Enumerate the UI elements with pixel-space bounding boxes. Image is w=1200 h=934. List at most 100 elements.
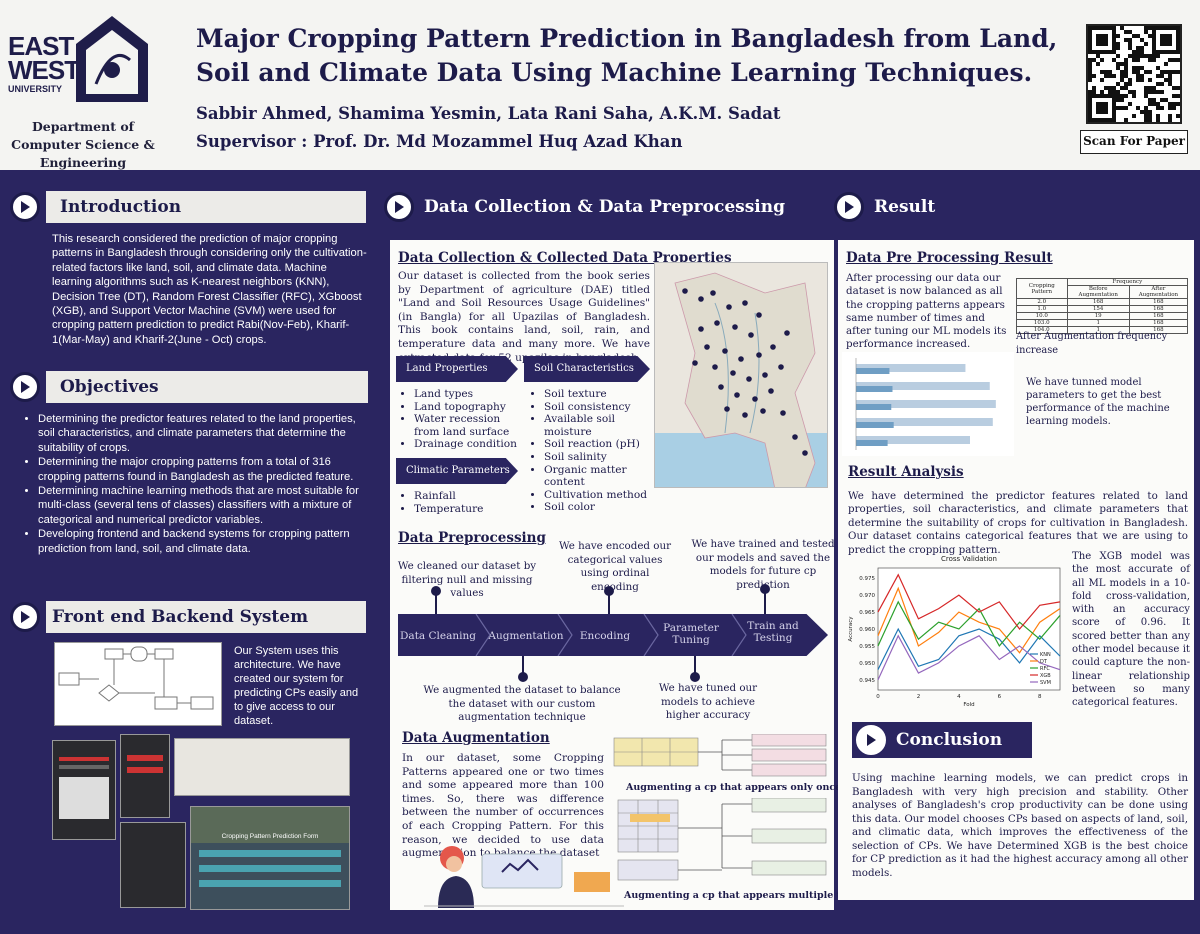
qr-module xyxy=(1124,86,1128,90)
connector-line xyxy=(435,590,437,616)
climatic-parameters-label: Climatic Parameters xyxy=(396,458,518,484)
qr-module xyxy=(1128,78,1132,82)
map-location-dot xyxy=(752,396,758,402)
preprocessing-note-tuning: We have tuned our models to achieve high… xyxy=(658,682,758,721)
qr-module xyxy=(1128,46,1132,50)
map-location-dot xyxy=(802,450,808,456)
form-field xyxy=(59,765,109,769)
list-item: Available soil moisture xyxy=(544,413,650,438)
qr-module xyxy=(1176,114,1180,118)
connector-dot xyxy=(518,672,528,682)
qr-module xyxy=(1104,86,1108,90)
qr-module xyxy=(1116,98,1120,102)
qr-module xyxy=(1160,90,1164,94)
land-properties-label: Land Properties xyxy=(396,356,518,382)
map-location-dot xyxy=(698,326,704,332)
bar-before xyxy=(856,440,888,446)
table-row: 104.0 1 168 xyxy=(1016,326,1189,334)
qr-module xyxy=(1132,70,1136,74)
qr-module xyxy=(1108,90,1112,94)
qr-module xyxy=(1148,118,1152,122)
data-collection-subheading: Data Collection & Collected Data Propert… xyxy=(398,250,732,266)
qr-module xyxy=(1168,106,1172,110)
qr-module xyxy=(1104,70,1108,74)
tuning-bar-chart xyxy=(842,352,1014,456)
qr-module xyxy=(1132,34,1136,38)
qr-module xyxy=(1148,90,1152,94)
qr-module xyxy=(1100,78,1104,82)
qr-module xyxy=(1156,90,1160,94)
table-cell: 10.0 xyxy=(1016,312,1068,320)
qr-module xyxy=(1108,70,1112,74)
map-location-dot xyxy=(738,356,744,362)
qr-module xyxy=(1168,102,1172,106)
table-caption: After Augmentation frequency increase xyxy=(1016,331,1168,356)
map-location-dot xyxy=(742,412,748,418)
table-cell: 168 xyxy=(1128,312,1189,320)
qr-module xyxy=(1116,82,1120,86)
table-row: 2.0 168 168 xyxy=(1016,298,1189,306)
qr-module xyxy=(1172,70,1176,74)
objectives-heading: Objectives xyxy=(46,371,368,403)
objectives-list: Determining the predictor features relat… xyxy=(24,412,364,556)
qr-module xyxy=(1148,34,1152,38)
qr-code[interactable] xyxy=(1086,24,1182,124)
form-field xyxy=(199,880,341,887)
frontend-text: Our System uses this architecture. We ha… xyxy=(234,645,359,727)
qr-module xyxy=(1156,82,1160,86)
map-location-dot xyxy=(778,364,784,370)
qr-module xyxy=(1116,106,1120,110)
qr-module xyxy=(1172,106,1176,110)
list-item: Soil texture xyxy=(544,388,650,401)
qr-module xyxy=(1088,90,1092,94)
table-cell: 168 xyxy=(1128,326,1189,334)
qr-module xyxy=(1136,34,1140,38)
preprocessing-note-encoding: We have encoded our categorical values u… xyxy=(558,540,672,593)
table-row: 1.0 154 168 xyxy=(1016,305,1189,313)
y-tick-label: 0.975 xyxy=(859,576,875,582)
y-tick-label: 0.950 xyxy=(859,661,875,667)
map-thumbnail xyxy=(59,777,109,819)
x-tick-label: 6 xyxy=(998,694,1002,700)
qr-module xyxy=(1092,90,1096,94)
qr-module xyxy=(1128,54,1132,58)
list-item: Land types xyxy=(414,388,526,401)
qr-module xyxy=(1144,114,1148,118)
qr-module xyxy=(1148,110,1152,114)
qr-module xyxy=(1168,70,1172,74)
qr-module xyxy=(1132,94,1136,98)
chart-title: Cross Validation xyxy=(941,555,997,563)
qr-finder xyxy=(1160,34,1172,46)
connector-dot xyxy=(690,672,700,682)
qr-module xyxy=(1172,86,1176,90)
qr-module xyxy=(1120,106,1124,110)
qr-module xyxy=(1144,106,1148,110)
logo-emblem-icon xyxy=(76,16,148,102)
result-header: Result xyxy=(834,190,1014,224)
form-title: Cropping Pattern Prediction Form xyxy=(221,833,319,840)
qr-module xyxy=(1152,58,1156,62)
qr-module xyxy=(1136,74,1140,78)
qr-module xyxy=(1124,94,1128,98)
qr-module xyxy=(1160,70,1164,74)
qr-module xyxy=(1168,82,1172,86)
qr-module xyxy=(1152,102,1156,106)
qr-module xyxy=(1176,70,1180,74)
qr-module xyxy=(1172,58,1176,62)
qr-module xyxy=(1104,74,1108,78)
qr-module xyxy=(1156,106,1160,110)
form-banner xyxy=(191,807,349,843)
table-header: Frequency xyxy=(1066,278,1189,286)
map-location-dot xyxy=(718,384,724,390)
qr-module xyxy=(1156,114,1160,118)
qr-module xyxy=(1132,90,1136,94)
table-cell: 168 xyxy=(1066,298,1130,306)
qr-module xyxy=(1128,90,1132,94)
qr-module xyxy=(1176,58,1180,62)
qr-module xyxy=(1164,98,1168,102)
qr-module xyxy=(1140,46,1144,50)
department-name: Department of Computer Science & Enginee… xyxy=(11,119,155,170)
qr-module xyxy=(1124,66,1128,70)
table-row: 10.0 19 168 xyxy=(1016,312,1189,320)
x-tick-label: 2 xyxy=(917,694,921,700)
